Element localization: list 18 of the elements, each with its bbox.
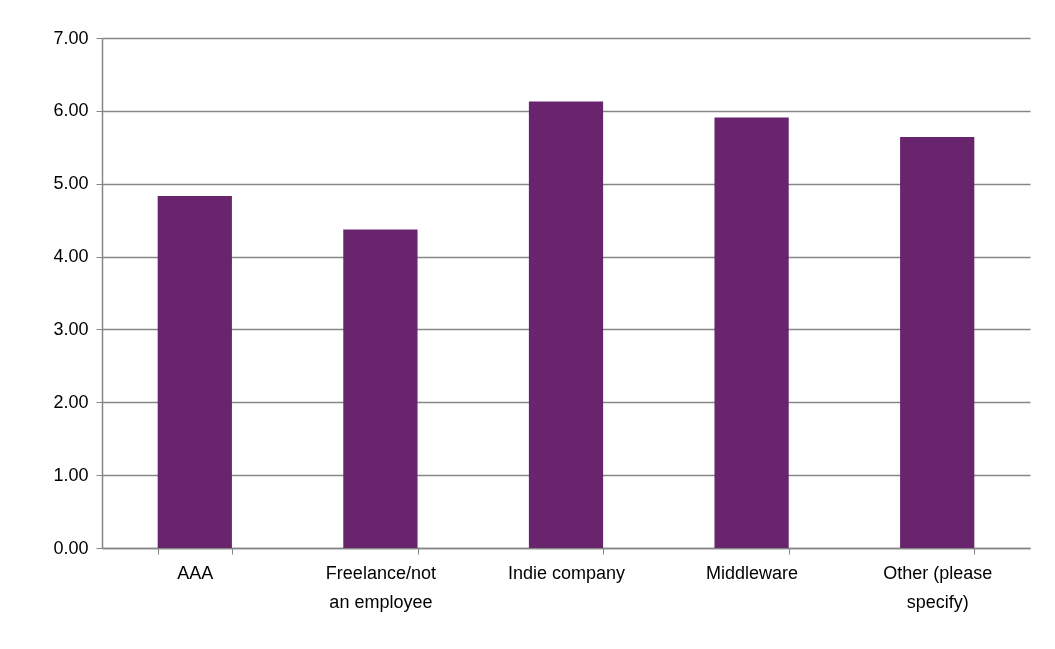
y-tick-label: 4.00 (53, 246, 89, 267)
bar (343, 229, 418, 548)
x-tick-label: Indie company (507, 562, 626, 583)
y-tick-label: 5.00 (53, 173, 89, 194)
x-tick-label: Freelance/not an employee (325, 562, 436, 612)
bar (528, 101, 604, 548)
bar (157, 196, 232, 548)
bar (900, 137, 975, 548)
x-tick-label: AAA (177, 562, 214, 583)
bar (714, 117, 789, 548)
y-tick-label: 3.00 (53, 318, 89, 339)
x-tick-label: Other (please specify) (883, 562, 993, 612)
y-tick-label: 2.00 (53, 391, 89, 412)
y-tick-label: 1.00 (53, 464, 89, 485)
x-tick-label: Middleware (706, 562, 799, 583)
y-tick-label: 6.00 (53, 100, 89, 121)
y-tick-label: 0.00 (53, 537, 89, 558)
y-tick-label: 7.00 (53, 27, 89, 48)
